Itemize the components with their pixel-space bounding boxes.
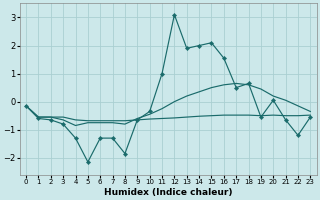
X-axis label: Humidex (Indice chaleur): Humidex (Indice chaleur) — [104, 188, 232, 197]
